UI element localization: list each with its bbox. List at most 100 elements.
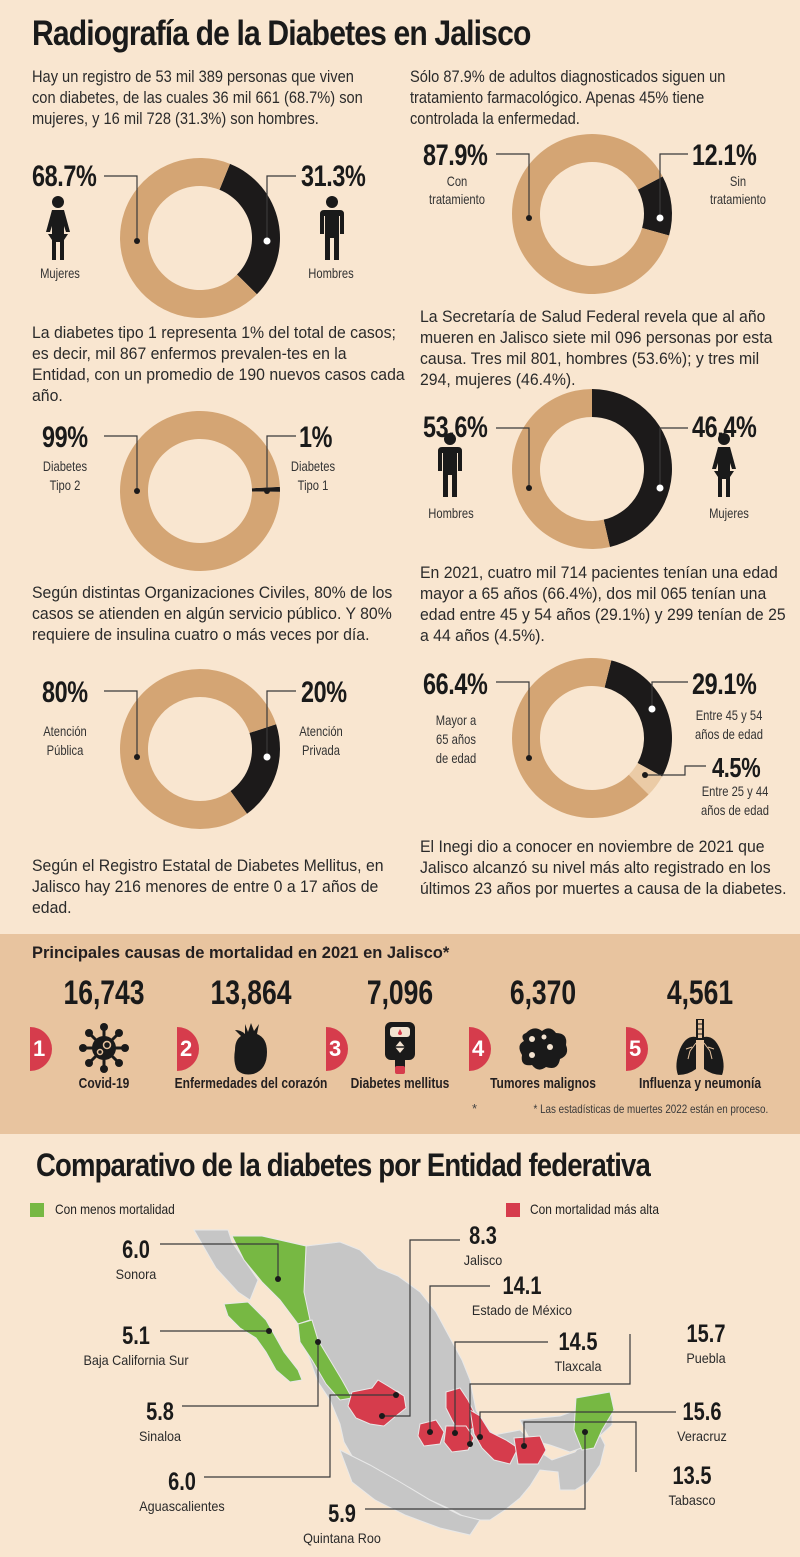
donut-tipo-label-tipo1: Diabetes Tipo 1: [290, 458, 336, 493]
donut-chart-edad: [512, 658, 672, 818]
man-icon: [320, 196, 344, 260]
text-block-edades: En 2021, cuatro mil 714 pacientes tenían…: [420, 563, 786, 645]
donut-tratamiento-label-sin: Sin tratamiento: [709, 173, 767, 207]
map-value-puebla: 15.7: [686, 1320, 726, 1348]
map-state-name: Aguascalientes: [139, 1498, 225, 1514]
donut-slice-atenci-n-privada: [230, 724, 280, 814]
cause-rank-badge: 3: [326, 1027, 348, 1071]
map-south-pacific: [339, 1448, 481, 1536]
map-state-quintana-roo: [573, 1391, 615, 1451]
cause-rank-badge: 1: [30, 1027, 52, 1071]
donut-slice-atenci-n-p-blica: [120, 669, 277, 829]
cause-rank-badge: 4: [469, 1027, 491, 1071]
legend-label-low: Con menos mortalidad: [55, 1201, 175, 1217]
donut-tratamiento-label-con: Con tratamiento: [428, 173, 486, 207]
map-baja-california: [193, 1229, 259, 1301]
donut-slice-hombres: [511, 389, 610, 549]
donut-tipo-pct-tipo2: 99%: [42, 421, 88, 454]
cause-icon-wrapper: [515, 1019, 571, 1077]
donut-atencion-pct-privada: 20%: [301, 676, 347, 709]
text-block-menores: Según el Registro Estatal de Diabetes Me…: [32, 856, 384, 917]
donut-tratamiento-pct-con: 87.9%: [423, 139, 488, 172]
donut-muertes-label-mujeres: Mujeres: [709, 505, 749, 521]
glucometer-icon: [385, 1022, 415, 1074]
cause-icon-wrapper: [76, 1019, 132, 1077]
donut-sexo-pct-hombres: 31.3%: [301, 160, 366, 193]
donut-chart-atencion: [120, 669, 280, 829]
donut-atencion-label-publica: Atención Pública: [43, 723, 87, 758]
donut-sexo-label-mujeres: Mujeres: [40, 265, 80, 281]
donut-edad-pct-mayor65: 66.4%: [423, 668, 488, 701]
donut-chart-tratamiento: [512, 133, 672, 294]
map-state-name: Sonora: [115, 1266, 157, 1282]
map-value-jalisco: 8.3: [469, 1222, 497, 1250]
man-icon: [438, 433, 462, 497]
donut-sexo-label-hombres: Hombres: [308, 265, 354, 281]
map-state-tabasco: [513, 1435, 547, 1465]
map-value-tabasco: 13.5: [672, 1462, 712, 1490]
mortality-title: Principales causas de mortalidad en 2021…: [32, 944, 450, 962]
map-value-quintana-roo: 5.9: [328, 1500, 356, 1528]
mexico-map: [160, 1229, 676, 1536]
text-block-inegi: El Inegi dio a conocer en noviembre de 2…: [420, 837, 787, 898]
donut-atencion-pct-publica: 80%: [42, 676, 88, 709]
donut-slice-mayor-a-65-a-os-de-edad: [512, 658, 649, 818]
text-block-registro: Hay un registro de 53 mil 389 personas q…: [32, 67, 363, 128]
text-block-tratamiento: Sólo 87.9% de adultos diagnosticados sig…: [410, 67, 726, 128]
map-state-name: Tlaxcala: [554, 1358, 602, 1374]
text-block-tipo1: La diabetes tipo 1 representa 1% del tot…: [32, 323, 405, 405]
lungs-icon: [676, 1019, 724, 1075]
donut-tipo-label-tipo2: Diabetes Tipo 2: [42, 458, 88, 493]
legend-label-high: Con mortalidad más alta: [530, 1201, 659, 1217]
donut-slice-entre-25-y-44-a-os-de-edad: [628, 763, 663, 795]
cause-label: Enfermedades del corazón: [174, 1075, 328, 1092]
donut-chart-sexo: [119, 158, 280, 318]
cause-label: Diabetes mellitus: [350, 1075, 450, 1092]
map-state-puebla: [443, 1425, 475, 1453]
cause-icon-wrapper: [672, 1019, 728, 1077]
map-state-name: Tabasco: [668, 1492, 716, 1508]
woman-icon: [46, 196, 70, 260]
map-value-veracruz: 15.6: [682, 1398, 722, 1426]
map-title: Comparativo de la diabetes por Entidad f…: [36, 1147, 651, 1183]
donut-muertes-label-hombres: Hombres: [428, 505, 474, 521]
donut-edad-pct-45a54: 29.1%: [692, 668, 757, 701]
donut-slice-mujeres: [119, 158, 257, 318]
cause-rank-badge: 5: [626, 1027, 648, 1071]
woman-icon: [712, 433, 736, 497]
cause-value: 7,096: [366, 974, 434, 1012]
donut-edad-label-45a54: Entre 45 y 54 años de edad: [695, 707, 763, 742]
donut-slice-mujeres: [592, 389, 672, 547]
map-value-tlaxcala: 14.5: [558, 1328, 598, 1356]
map-state-baja-california-sur: [223, 1301, 303, 1383]
cause-label: Covid-19: [78, 1075, 130, 1092]
donut-slice-sin-tratamiento: [637, 176, 672, 236]
cause-value: 16,743: [63, 974, 145, 1012]
map-value-sonora: 6.0: [122, 1236, 150, 1264]
text-block-atencion: Según distintas Organizaciones Civiles, …: [32, 583, 393, 644]
map-state-name: Sinaloa: [138, 1428, 182, 1444]
donut-edad-label-mayor65: Mayor a 65 años de edad: [435, 712, 477, 766]
text-block-muertes: La Secretaría de Salud Federal revela qu…: [420, 307, 773, 389]
map-state-name: Estado de México: [471, 1302, 573, 1318]
virus-icon: [79, 1023, 129, 1073]
page-title: Radiografía de la Diabetes en Jalisco: [32, 14, 531, 53]
map-value-sinaloa: 5.8: [146, 1398, 174, 1426]
donut-atencion-label-privada: Atención Privada: [299, 723, 343, 758]
leader-lines: [104, 153, 706, 778]
map-state-name: Jalisco: [463, 1252, 503, 1268]
cause-label: Influenza y neumonía: [638, 1075, 762, 1092]
donut-edad-pct-25a44: 4.5%: [712, 752, 761, 783]
donut-tratamiento-pct-sin: 12.1%: [692, 139, 757, 172]
donut-chart-muertes: [511, 389, 672, 549]
map-state-name: Puebla: [686, 1350, 726, 1366]
cause-value: 6,370: [509, 974, 577, 1012]
map-value-estado-de-m-xico: 14.1: [502, 1272, 542, 1300]
donut-slice-hombres: [219, 163, 280, 295]
donut-slice-diabetes-tipo-2: [120, 411, 280, 572]
cause-value: 4,561: [666, 974, 734, 1012]
donut-tipo-pct-tipo1: 1%: [299, 421, 333, 454]
tumor-cells-icon: [519, 1028, 568, 1070]
donut-slice-con-tratamiento: [512, 133, 670, 294]
cause-label: Tumores malignos: [490, 1075, 596, 1092]
